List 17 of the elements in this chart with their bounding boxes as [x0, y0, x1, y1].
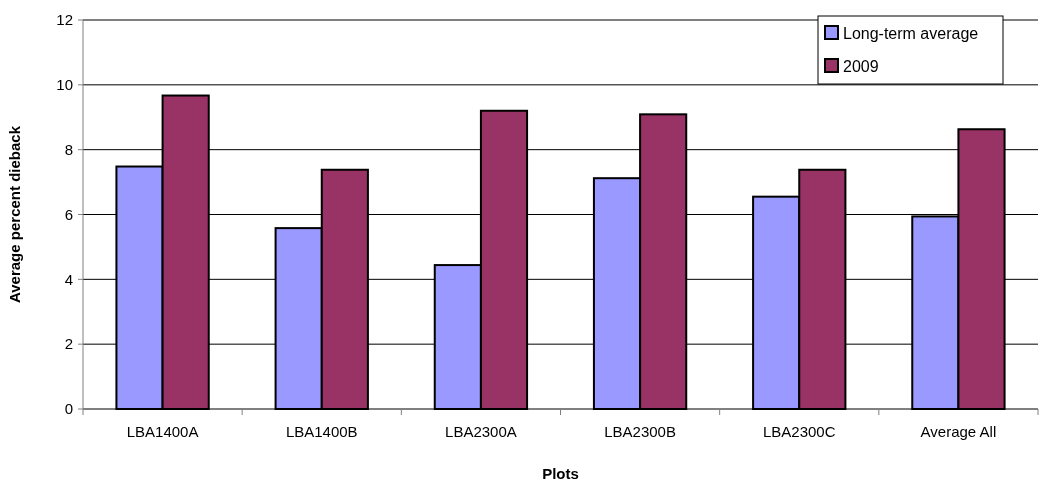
legend-label: 2009	[843, 57, 879, 75]
y-tick-label: 8	[64, 140, 73, 158]
x-tick-label: Average All	[920, 423, 997, 440]
x-tick-label: LBA2300A	[445, 423, 517, 440]
y-tick-label: 12	[56, 11, 73, 29]
x-tick-label: LBA1400A	[126, 423, 199, 440]
y-tick-label: 0	[64, 400, 73, 418]
x-tick-label: LBA2300C	[762, 423, 836, 440]
y-tick-label: 2	[64, 335, 73, 353]
y-tick-label: 4	[64, 270, 73, 288]
y-tick-label: 6	[64, 205, 73, 223]
x-tick-label: LBA2300B	[604, 423, 676, 440]
y-axis-title: Average percent dieback	[6, 125, 23, 304]
legend-label: Long-term average	[843, 24, 979, 42]
y-tick-label: 10	[56, 76, 73, 94]
x-tick-label: LBA1400B	[285, 423, 358, 440]
x-axis-title: Plots	[542, 465, 579, 482]
